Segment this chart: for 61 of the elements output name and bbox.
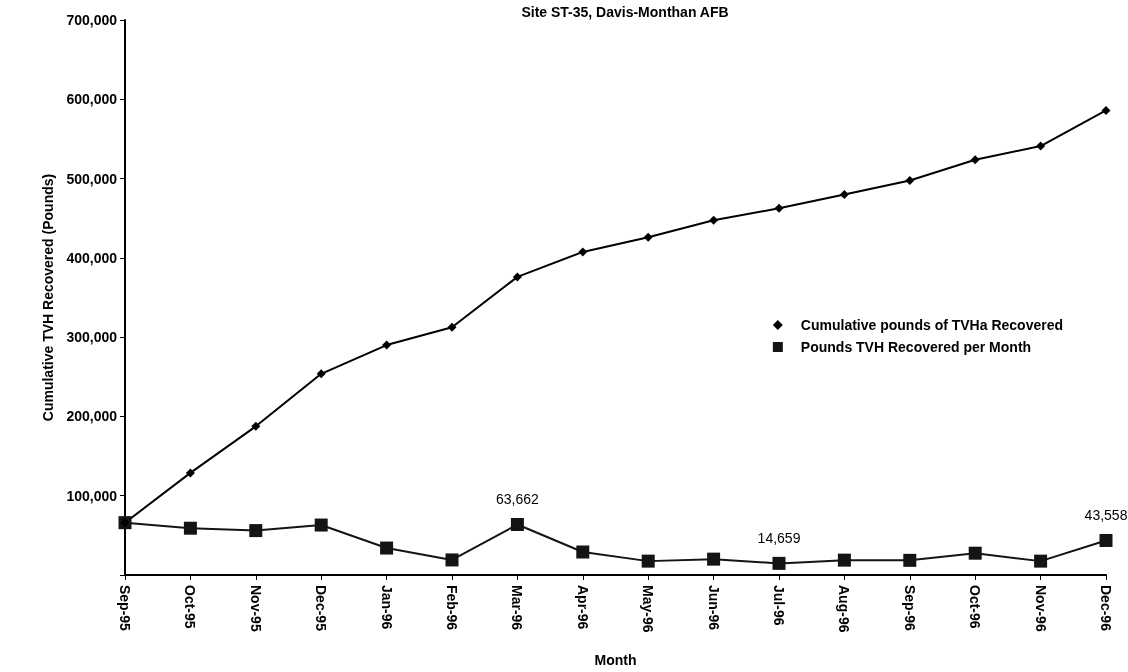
x-tick-label: Aug-96 xyxy=(836,585,853,633)
data-label: 43,558 xyxy=(1084,506,1128,523)
point xyxy=(382,340,392,350)
x-tick-label: May-96 xyxy=(640,585,657,633)
point xyxy=(905,176,915,186)
point xyxy=(903,553,917,567)
chart-title: Site ST-35, Davis-Monthan AFB xyxy=(521,4,729,20)
x-tick-label: Sep-96 xyxy=(901,585,918,632)
x-tick-label: Dec-96 xyxy=(1098,585,1114,632)
point xyxy=(445,553,459,567)
point xyxy=(185,468,195,478)
y-axis-title: Cumulative TVH Recovered (Pounds) xyxy=(40,173,57,422)
point xyxy=(380,541,394,555)
legend-label: Cumulative pounds of TVHa Recovered xyxy=(800,317,1064,333)
point xyxy=(251,421,261,431)
point xyxy=(578,247,588,257)
point xyxy=(510,518,524,532)
x-tick-label: Nov-95 xyxy=(247,585,264,632)
text: 300,000 xyxy=(66,329,117,346)
text: 400,000 xyxy=(66,249,117,266)
x-tick-label: Oct-96 xyxy=(967,585,984,629)
data-label: 14,659 xyxy=(757,529,801,546)
text: 500,000 xyxy=(66,170,117,187)
x-tick-label: Jul-96 xyxy=(771,585,787,626)
point xyxy=(1099,533,1113,547)
point xyxy=(1101,105,1111,115)
x-tick-label: Jun-96 xyxy=(705,585,722,631)
x-tick-label: Dec-95 xyxy=(313,585,330,632)
x-tick-label: Oct-95 xyxy=(182,585,199,629)
point xyxy=(709,215,719,225)
x-tick-label: Sep-95 xyxy=(117,585,133,632)
point xyxy=(839,189,849,199)
point xyxy=(512,272,522,282)
text: 700,000 xyxy=(66,12,117,28)
x-tick-label: Nov-96 xyxy=(1032,585,1049,632)
point xyxy=(968,546,982,560)
x-tick-label: Apr-96 xyxy=(574,585,591,630)
text: 200,000 xyxy=(66,408,117,425)
point xyxy=(772,556,786,570)
x-tick-label: Feb-96 xyxy=(444,585,460,631)
text: 600,000 xyxy=(66,91,117,108)
point xyxy=(837,553,851,567)
text: 100,000 xyxy=(66,487,117,504)
legend-label: Pounds TVH Recovered per Month xyxy=(800,339,1032,355)
x-tick-label: Mar-96 xyxy=(509,585,526,631)
point xyxy=(314,518,328,532)
x-tick-label: Jan-96 xyxy=(378,585,395,630)
point xyxy=(183,521,197,535)
point xyxy=(1036,141,1046,151)
point xyxy=(249,524,263,538)
point xyxy=(970,155,980,165)
point xyxy=(774,203,784,213)
point xyxy=(707,552,721,566)
point xyxy=(316,369,326,379)
point xyxy=(576,545,590,559)
x-axis-title: Month xyxy=(594,652,637,668)
point xyxy=(1034,554,1048,568)
point xyxy=(447,322,457,332)
data-label: 63,662 xyxy=(495,491,540,508)
point xyxy=(641,554,655,568)
point xyxy=(643,232,653,242)
